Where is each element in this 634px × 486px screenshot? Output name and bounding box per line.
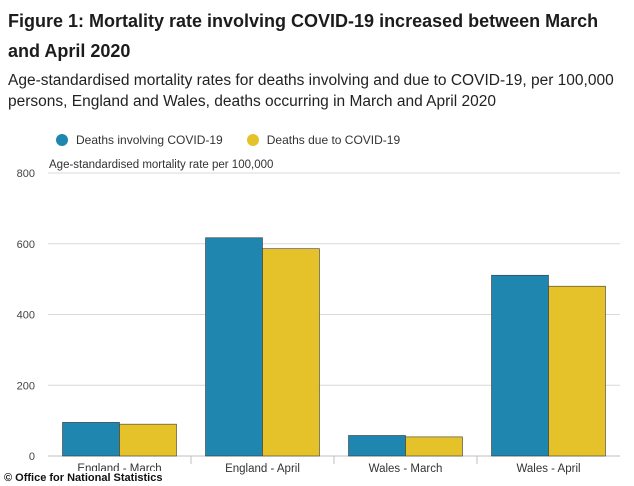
bar-due-1[interactable] [262,248,320,457]
y-tick-label: 400 [17,310,35,322]
legend-swatch-involving [56,134,68,146]
bar-due-0[interactable] [119,423,177,457]
bar-involving-0[interactable] [62,422,120,457]
bar-due-3[interactable] [548,285,606,457]
legend-item-due[interactable]: Deaths due to COVID-19 [246,133,401,147]
x-tick-label: Wales - March [369,463,443,475]
x-tick-label: England - April [225,463,300,475]
y-tick-label: 0 [29,451,35,463]
legend: Deaths involving COVID-19 Deaths due to … [56,133,400,147]
bar-involving-3[interactable] [491,274,549,457]
chart-subtitle: Age-standardised mortality rates for dea… [8,72,614,110]
legend-item-involving[interactable]: Deaths involving COVID-19 [56,133,223,147]
bar-due-2[interactable] [405,436,463,457]
y-tick-label: 200 [17,380,35,392]
source-credit: © Office for National Statistics [2,471,166,485]
x-tick-label: Wales - April [516,463,580,475]
y-axis-label: Age-standardised mortality rate per 100,… [49,159,274,171]
bar-involving-2[interactable] [348,435,406,457]
legend-label-involving: Deaths involving COVID-19 [76,133,223,147]
legend-label-due: Deaths due to COVID-19 [266,133,401,147]
bar-involving-1[interactable] [205,237,263,457]
y-tick-label: 800 [17,168,35,180]
chart-title: Figure 1: Mortality rate involving COVID… [8,11,599,61]
y-tick-label: 600 [17,239,35,251]
legend-swatch-due [246,134,259,146]
